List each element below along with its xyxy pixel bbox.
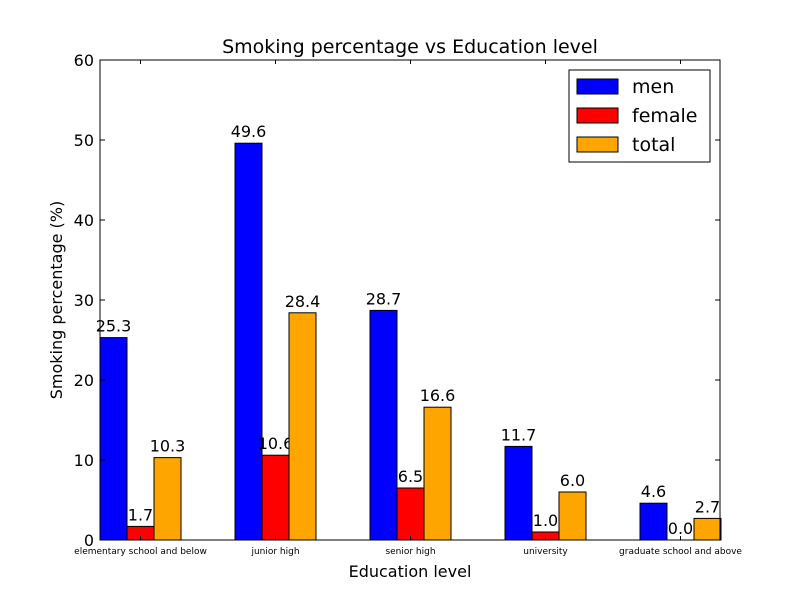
bar-men-3 xyxy=(504,445,533,541)
bar-total-0 xyxy=(153,457,182,541)
legend: men female total xyxy=(568,69,711,163)
x-tick-label-1: junior high xyxy=(250,547,299,557)
bar-men-4 xyxy=(639,502,668,541)
y-tick-label-5: 50 xyxy=(74,131,94,150)
x-tick-label-4: graduate school and above xyxy=(619,547,742,557)
legend-label-total: total xyxy=(632,134,675,156)
data-label-female-3: 1.0 xyxy=(533,511,558,530)
bar-total-4 xyxy=(693,517,722,541)
plot-area: 25.3 1.7 10.3 elementary school and below 49… xyxy=(74,51,743,557)
data-label-total-4: 2.7 xyxy=(695,497,720,516)
bar-men-2 xyxy=(369,309,398,541)
x-tick-label-3: university xyxy=(523,547,568,557)
legend-label-female: female xyxy=(632,105,698,127)
data-label-men-1: 49.6 xyxy=(231,122,267,141)
data-label-men-0: 25.3 xyxy=(96,317,132,336)
y-tick-label-3: 30 xyxy=(74,291,94,310)
y-tick-label-2: 20 xyxy=(74,371,94,390)
data-label-total-2: 16.6 xyxy=(420,386,456,405)
bar-men-1 xyxy=(234,142,263,541)
x-axis-label: Education level xyxy=(349,562,472,581)
x-tick-label-2: senior high xyxy=(385,547,435,557)
legend-swatch-men xyxy=(576,78,619,95)
legend-swatch-total xyxy=(576,136,619,153)
bar-men-0 xyxy=(99,337,128,541)
y-tick-label-0: 0 xyxy=(84,531,94,550)
x-tick-label-0: elementary school and below xyxy=(74,547,207,557)
data-label-men-3: 11.7 xyxy=(501,425,537,444)
data-label-men-4: 4.6 xyxy=(641,482,666,501)
bar-total-2 xyxy=(423,406,452,541)
bar-female-2 xyxy=(396,487,425,541)
data-label-total-0: 10.3 xyxy=(150,437,186,456)
axes-frame xyxy=(99,59,721,541)
legend-label-men: men xyxy=(632,76,674,98)
legend-swatch-female xyxy=(576,107,619,124)
bar-female-1 xyxy=(261,454,290,541)
bar-total-3 xyxy=(558,491,587,541)
data-label-total-1: 28.4 xyxy=(285,292,321,311)
y-tick-label-4: 40 xyxy=(74,211,94,230)
data-label-female-2: 6.5 xyxy=(398,467,423,486)
data-label-female-1: 10.6 xyxy=(258,434,294,453)
bar-total-1 xyxy=(288,312,317,541)
data-label-female-4: 0.0 xyxy=(668,519,693,538)
data-label-female-0: 1.7 xyxy=(128,505,153,524)
chart-title: Smoking percentage vs Education level xyxy=(222,36,598,58)
data-label-men-2: 28.7 xyxy=(366,289,402,308)
y-tick-label-6: 60 xyxy=(74,51,94,70)
y-axis-label: Smoking percentage (%) xyxy=(47,201,66,399)
data-label-total-3: 6.0 xyxy=(560,471,585,490)
y-tick-label-1: 10 xyxy=(74,451,94,470)
